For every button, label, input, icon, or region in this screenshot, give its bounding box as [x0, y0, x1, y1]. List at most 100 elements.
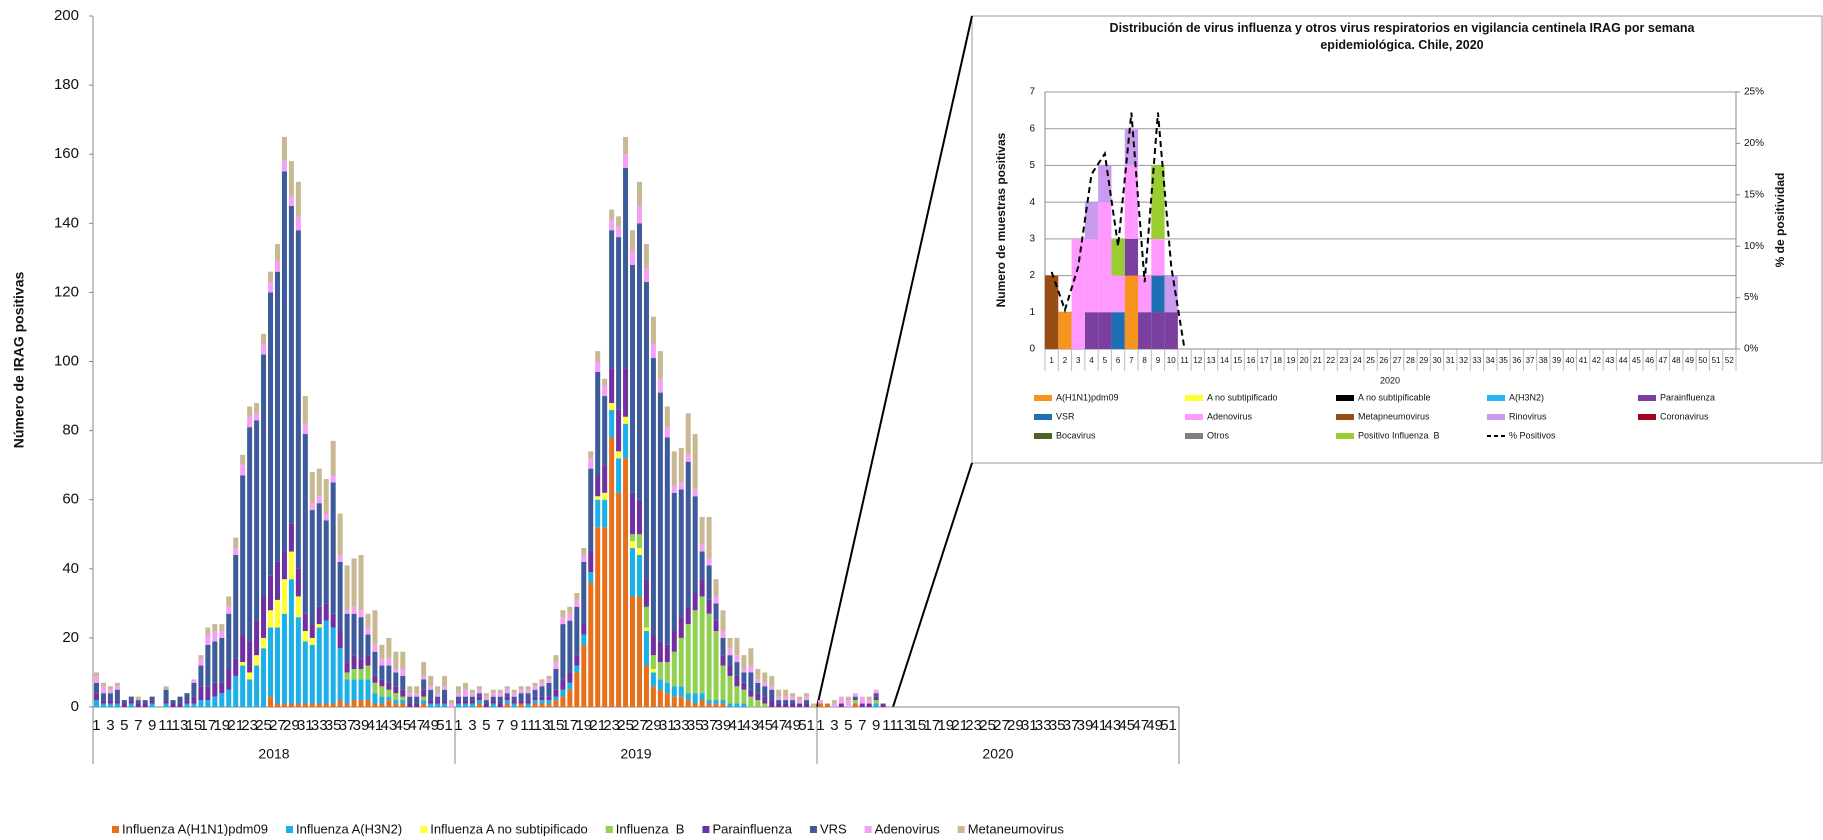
x-tick-label: 32: [1459, 356, 1468, 365]
bar-segment: [240, 634, 246, 663]
legend-label: A(H3N2): [1509, 392, 1544, 402]
bar-segment: [274, 599, 280, 628]
bar-segment: [337, 630, 343, 649]
bar-segment: [261, 637, 267, 649]
x-tick-label: 41: [1091, 717, 1108, 734]
bar-segment: [588, 451, 594, 459]
bar-segment: [567, 682, 573, 690]
bar-segment: [1058, 312, 1072, 349]
bar-segment: [421, 700, 427, 704]
bar-segment: [630, 264, 636, 493]
bar-segment: [616, 492, 622, 707]
bar-segment: [525, 689, 531, 694]
bar-segment: [212, 696, 218, 707]
x-tick-label: 31: [297, 717, 314, 734]
bar-segment: [212, 624, 218, 631]
bar-segment: [428, 675, 434, 687]
y-tick-label: 2: [1029, 270, 1035, 281]
bar-segment: [295, 703, 301, 707]
bar-segment: [602, 527, 608, 707]
bar-segment: [233, 554, 239, 659]
bar-segment: [685, 461, 691, 607]
bar-segment: [769, 675, 775, 687]
legend-swatch: [1185, 433, 1203, 439]
bar-segment: [838, 703, 844, 707]
x-tick-label: 51: [1712, 356, 1721, 365]
bar-segment: [727, 675, 733, 704]
bar-segment: [539, 696, 545, 701]
bar-segment: [1111, 275, 1125, 313]
x-tick-label: 19: [937, 717, 954, 734]
bar-segment: [100, 700, 106, 704]
bar-segment: [386, 682, 392, 690]
x-tick-label: 9: [872, 717, 880, 734]
bar-segment: [873, 689, 879, 694]
bar-segment: [483, 700, 489, 704]
bar-segment: [469, 700, 475, 704]
bar-segment: [713, 703, 719, 707]
bar-segment: [727, 655, 733, 666]
bar-segment: [636, 499, 642, 535]
bar-segment: [261, 333, 267, 345]
bar-segment: [699, 544, 705, 552]
bar-segment: [128, 700, 134, 704]
bar-segment: [281, 579, 287, 614]
x-tick-label: 39: [715, 717, 732, 734]
x-tick-label: 35: [1499, 356, 1508, 365]
bar-segment: [852, 696, 858, 701]
legend-swatch: [1034, 433, 1052, 439]
bar-segment: [428, 686, 434, 690]
legend-label: Parainfluenza: [712, 821, 792, 836]
bar-segment: [783, 700, 789, 704]
bar-segment: [581, 554, 587, 562]
legend-swatch: [1336, 414, 1354, 420]
y-tick-label: 80: [62, 422, 79, 439]
bar-segment: [247, 672, 253, 680]
x-tick-label: 17: [924, 717, 941, 734]
bar-segment: [379, 686, 385, 697]
bar-segment: [692, 610, 698, 694]
bar-segment: [616, 216, 622, 227]
bar-segment: [1111, 238, 1125, 276]
bar-segment: [630, 596, 636, 707]
bar-segment: [254, 402, 260, 414]
legend-swatch: [605, 826, 613, 833]
bar-segment: [560, 617, 566, 625]
bar-segment: [316, 703, 322, 707]
bar-segment: [511, 689, 517, 694]
bar-segment: [295, 216, 301, 231]
bar-segment: [1151, 275, 1165, 313]
bar-segment: [567, 689, 573, 707]
bar-segment: [525, 686, 531, 690]
bar-segment: [358, 617, 364, 659]
bar-segment: [212, 682, 218, 697]
bar-segment: [302, 703, 308, 707]
x-tick-label: 15: [186, 717, 203, 734]
bar-segment: [602, 378, 608, 386]
bar-segment: [462, 703, 468, 707]
bar-segment: [247, 406, 253, 417]
y-axis-title: Número de IRAG positivas: [11, 271, 27, 448]
legend-label: Rinovirus: [1509, 411, 1547, 421]
bar-segment: [755, 668, 761, 680]
legend-swatch: [1185, 395, 1203, 401]
bar-segment: [657, 662, 663, 680]
bar-segment: [407, 686, 413, 694]
bar-segment: [163, 700, 169, 704]
bar-segment: [769, 686, 775, 690]
y-tick-label: 7: [1029, 87, 1035, 98]
bar-segment: [288, 579, 294, 704]
bar-segment: [247, 641, 253, 673]
bar-segment: [831, 703, 837, 707]
bar-segment: [400, 700, 406, 704]
bar-segment: [720, 630, 726, 638]
bar-segment: [657, 392, 663, 642]
bar-segment: [636, 548, 642, 555]
x-tick-label: 3: [106, 717, 114, 734]
bar-segment: [790, 693, 796, 697]
bar-segment: [650, 686, 656, 707]
bar-segment: [323, 513, 329, 521]
bar-segment: [497, 689, 503, 694]
bar-segment: [671, 451, 677, 486]
